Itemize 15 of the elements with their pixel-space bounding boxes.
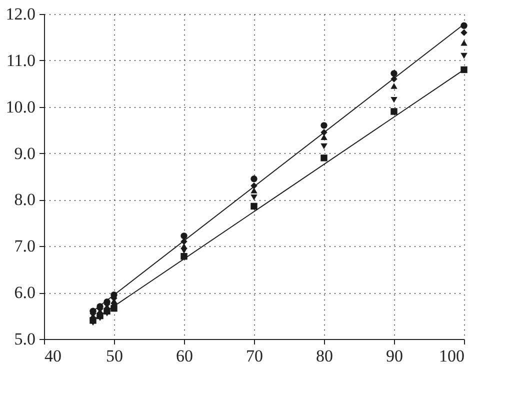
x-tick-label: 90 (386, 346, 403, 366)
y-tick-label: 5.0 (14, 330, 36, 348)
y-tick-label: 6.0 (14, 283, 36, 302)
y-tick-label: 11.0 (6, 50, 36, 70)
y-tick-label: 9.0 (14, 144, 36, 163)
x-tick-label: 80 (316, 346, 333, 366)
x-tick-label: 60 (176, 346, 193, 366)
x-tick-label: 70 (246, 346, 263, 366)
y-tick-label: 12.0 (6, 4, 36, 24)
y-tick-label: 10.0 (6, 97, 36, 116)
x-tick-label: 50 (106, 346, 123, 366)
y-tick-label: 7.0 (14, 236, 36, 256)
x-tick-label: 40 (44, 346, 62, 366)
x-tick-label: 100 (439, 346, 464, 366)
y-tick-label: 8.0 (14, 190, 36, 210)
